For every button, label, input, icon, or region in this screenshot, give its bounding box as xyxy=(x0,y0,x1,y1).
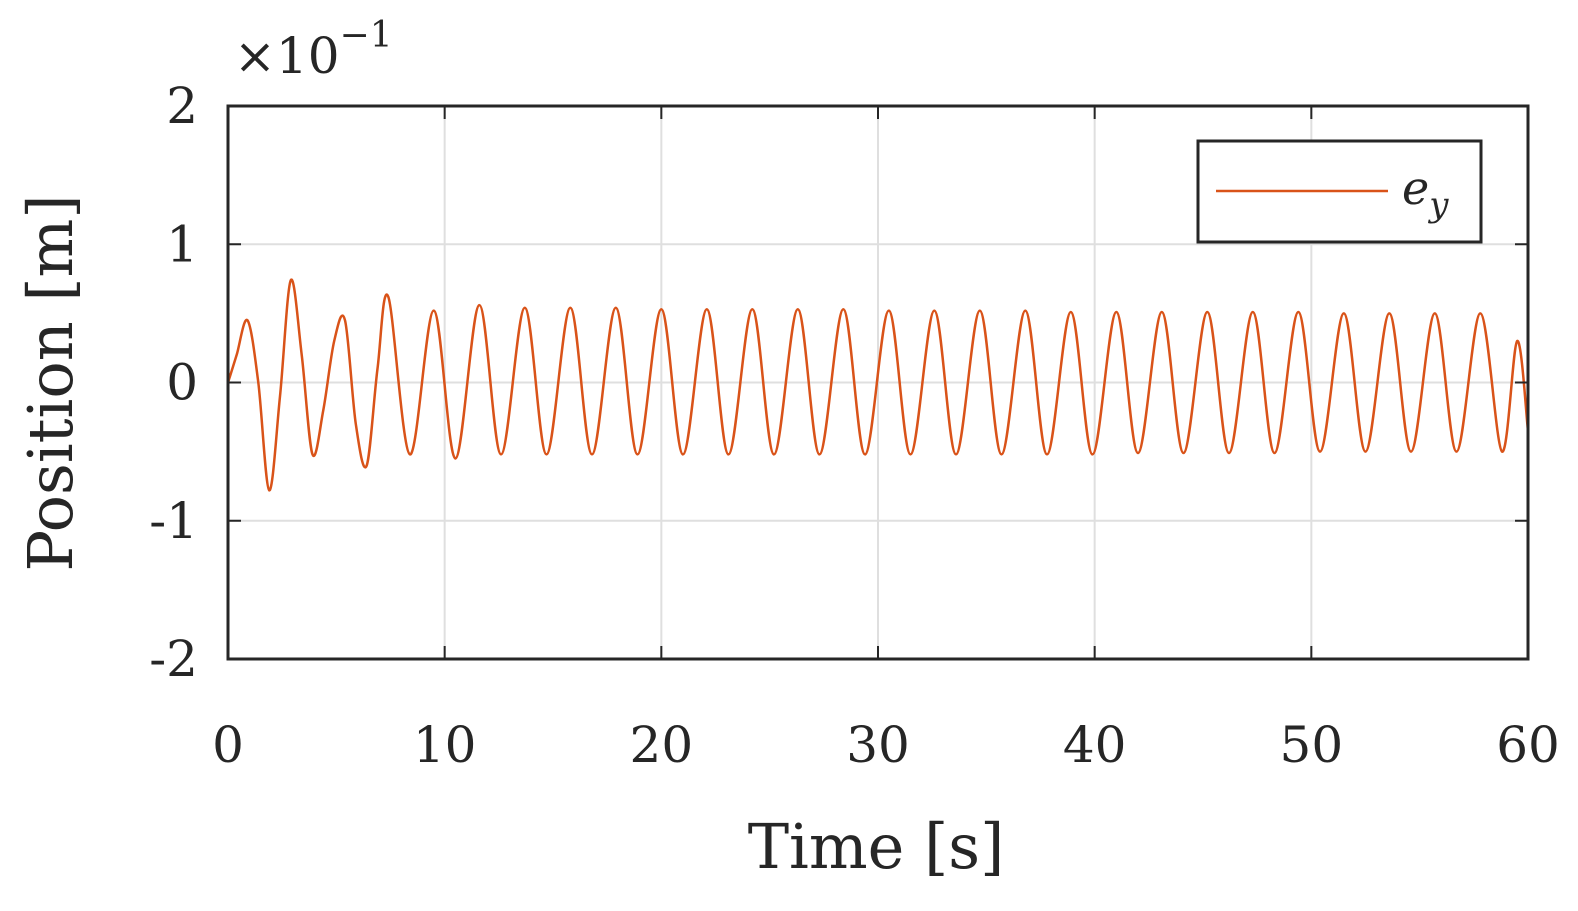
y-tick-label: -1 xyxy=(149,492,198,550)
y-axis-label: Position [m] xyxy=(14,194,87,571)
y-exponent-label: ×10−1 xyxy=(234,15,393,85)
x-tick-label: 20 xyxy=(630,716,694,774)
y-tick-label: 1 xyxy=(166,215,198,273)
legend-label-main: e xyxy=(1402,161,1429,215)
y-tick-label: -2 xyxy=(149,630,198,688)
x-tick-label: 50 xyxy=(1280,716,1344,774)
series-line-e-y xyxy=(226,278,1530,492)
x-tick-label: 10 xyxy=(413,716,477,774)
x-axis-label: Time [s] xyxy=(748,810,1005,883)
y-exponent-power: −1 xyxy=(340,15,393,56)
x-tick-label: 0 xyxy=(212,716,244,774)
tick-layer xyxy=(227,105,1529,660)
y-exponent-base: ×10 xyxy=(234,27,340,85)
legend: ey xyxy=(1196,139,1483,244)
y-tick-label: 2 xyxy=(166,77,198,135)
legend-label-subscript: y xyxy=(1427,185,1449,225)
series-layer xyxy=(226,278,1530,492)
tick-label-layer: 0 10 20 30 40 50 60 -2 -1 0 1 2 xyxy=(149,77,1560,774)
legend-label-e-y: ey xyxy=(1402,161,1449,225)
x-tick-label: 40 xyxy=(1063,716,1127,774)
y-tick-label: 0 xyxy=(166,354,198,412)
x-tick-label: 60 xyxy=(1496,716,1560,774)
x-tick-label: 30 xyxy=(846,716,910,774)
